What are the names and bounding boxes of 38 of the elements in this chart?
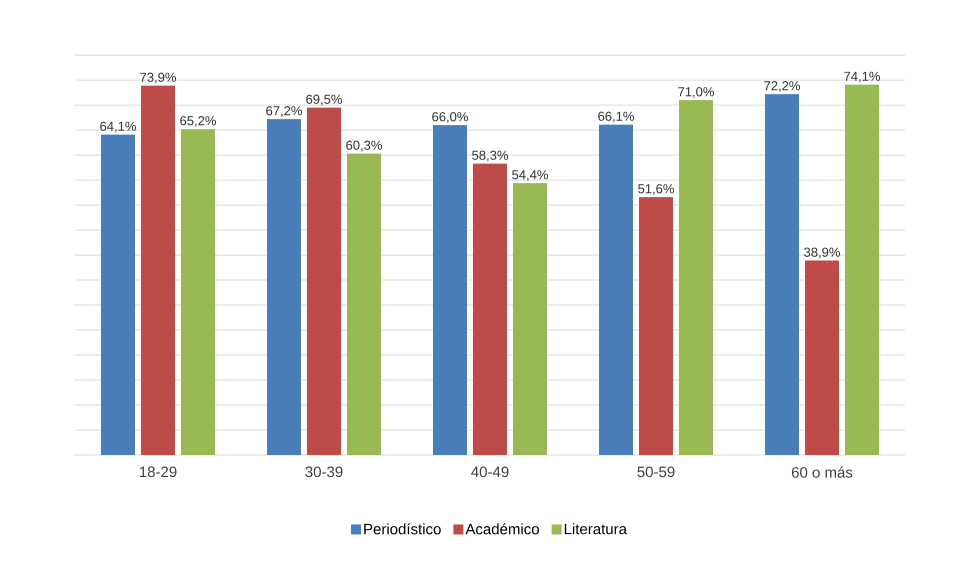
bar [433,125,468,455]
legend-label: Literatura [564,523,627,534]
bar [141,86,176,455]
data-label: 54,4% [512,170,548,181]
data-label: 64,1% [100,122,136,132]
data-label: 74,1% [844,72,880,82]
data-label: 71,0% [678,87,714,98]
bar [679,100,714,455]
legend-label: Académico [465,523,539,534]
data-label: 66,1% [598,112,634,122]
x-tick-label: 18-29 [140,466,176,478]
legend-label: Periodístico [364,523,441,534]
x-tick-label: 30-39 [305,466,342,478]
data-label: 58,3% [472,150,508,162]
data-label: 67,2% [266,106,302,117]
bar [101,134,135,455]
bar [473,164,508,455]
bar [347,154,382,455]
x-tick-label: 50-59 [637,466,674,478]
data-label: 69,5% [306,94,342,106]
data-label: 72,2% [764,81,800,92]
bar [307,108,341,455]
x-tick-label: 40-49 [471,466,508,478]
bar [805,260,840,455]
data-label: 66,0% [432,112,468,123]
x-tick-label: 60 o más [792,466,852,478]
data-label: 51,6% [638,184,674,195]
bar [765,94,800,455]
bar [639,197,674,455]
data-label: 60,3% [346,140,382,152]
data-label: 65,2% [180,116,216,127]
bar [181,129,216,455]
bar [599,124,634,455]
bar [513,183,548,455]
bar [845,84,880,455]
data-label: 73,9% [140,72,176,84]
data-label: 38,9% [804,248,840,258]
bar [267,119,301,455]
